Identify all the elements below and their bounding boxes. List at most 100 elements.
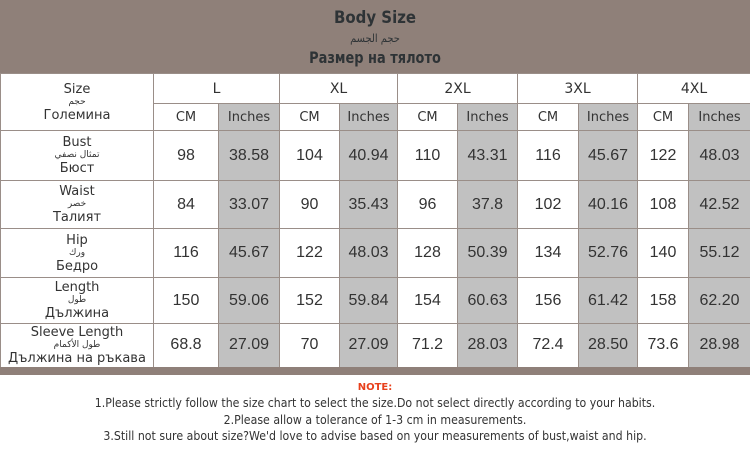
measurement-label-ar: ورك [68, 247, 86, 258]
value-inches: 48.03 [688, 130, 750, 181]
measurement-label-ar: تمثال نصفي [54, 150, 100, 160]
unit-cm: CM [637, 103, 690, 131]
value-cm: 72.4 [517, 323, 580, 371]
note-line: 3.Still not sure about size?We'd love to… [103, 428, 647, 443]
measurement-label-en: Length [54, 280, 100, 295]
measurement-label-en: Bust [62, 135, 92, 150]
measurement-label-ar: خصر [67, 199, 87, 209]
measurement-label: Waist خصر Талият [0, 180, 154, 229]
value-cm: 158 [637, 277, 690, 324]
value-cm: 150 [153, 277, 219, 324]
value-inches: 48.03 [338, 228, 399, 278]
value-cm: 156 [517, 277, 580, 324]
value-inches: 27.09 [338, 323, 399, 371]
value-inches: 50.39 [457, 228, 519, 278]
unit-cm: CM [153, 103, 219, 131]
value-cm: 116 [517, 130, 580, 181]
table-row: Bust تمثال نصفي Бюст 98 38.58 104 40.94 110 43.3… [0, 130, 750, 181]
value-cm: 96 [397, 180, 459, 229]
value-cm: 152 [279, 277, 340, 324]
value-inches: 35.43 [338, 180, 399, 229]
measurement-label-bg: Бедро [55, 258, 99, 274]
value-cm: 73.6 [637, 323, 690, 371]
size-header-l: L [153, 73, 280, 104]
unit-inches: Inches [688, 103, 750, 131]
value-cm: 122 [279, 228, 340, 278]
note-line: 2.Please allow a tolerance of 1-3 cm in … [223, 411, 527, 427]
measurement-label: Sleeve Length طول الأكمام Дължина на ръкав… [0, 323, 154, 371]
value-cm: 154 [397, 277, 459, 324]
value-inches: 45.67 [578, 130, 639, 181]
size-header-3xl: 3XL [517, 73, 639, 104]
size-chart-table: Size حجم Големина L XL 2XL 3XL 4XL CM Inc… [0, 73, 750, 375]
unit-inches: Inches [218, 103, 280, 131]
measurement-label-en: Hip [66, 232, 88, 248]
value-cm: 68.8 [153, 323, 219, 371]
value-inches: 42.52 [688, 180, 750, 229]
value-inches: 40.16 [578, 180, 639, 229]
title-banner: Body Size حجم الجسم Размер на тялото [0, 0, 750, 73]
measurement-label: Hip ورك Бедро [0, 228, 154, 278]
unit-inches: Inches [457, 103, 519, 131]
value-inches: 40.94 [338, 130, 399, 181]
value-cm: 104 [279, 130, 340, 181]
measurement-label-bg: Дължина [44, 306, 110, 321]
value-cm: 102 [517, 180, 580, 229]
notes-section: NOTE: 1.Please strictly follow the size … [0, 381, 750, 445]
value-inches: 52.76 [578, 228, 639, 278]
value-inches: 60.63 [457, 277, 519, 324]
value-inches: 28.50 [578, 323, 639, 371]
unit-cm: CM [397, 103, 459, 131]
value-cm: 122 [637, 130, 690, 181]
value-cm: 110 [397, 130, 459, 181]
size-header-xl: XL [278, 73, 399, 104]
size-label-bulgarian: Големина [43, 107, 111, 123]
value-inches: 37.8 [457, 180, 519, 229]
measurement-label: Bust تمثال نصفي Бюст [0, 130, 154, 181]
value-inches: 59.06 [218, 277, 280, 324]
value-inches: 61.42 [578, 277, 639, 324]
measurement-label-ar: طول الأكمام [53, 339, 101, 350]
measurement-label-bg: Бюст [59, 161, 95, 176]
table-row: Length طول Дължина 150 59.06 152 59.84 154 60.63… [0, 277, 750, 324]
value-inches: 38.58 [218, 130, 280, 181]
value-cm: 71.2 [397, 323, 459, 371]
size-header-4xl: 4XL [637, 73, 750, 104]
value-cm: 84 [153, 180, 219, 229]
measurement-label-ar: طول [67, 295, 87, 305]
value-inches: 28.98 [688, 323, 750, 371]
value-cm: 108 [637, 180, 690, 229]
value-inches: 28.03 [457, 323, 519, 371]
unit-cm: CM [279, 103, 340, 131]
size-header-2xl: 2XL [397, 73, 519, 104]
measurement-label-en: Waist [59, 184, 95, 199]
value-inches: 45.67 [218, 228, 280, 278]
measurement-label-en: Sleeve Length [30, 324, 124, 340]
value-cm: 140 [637, 228, 690, 278]
value-inches: 33.07 [218, 180, 280, 229]
measurement-label-bg: Талият [52, 210, 102, 225]
value-cm: 90 [279, 180, 340, 229]
title-bulgarian: Размер на тялото [309, 48, 441, 67]
table-row: Waist خصر Талият 84 33.07 90 35.43 96 37.8 102 40.… [0, 180, 750, 229]
size-label-arabic: حجم [68, 96, 86, 107]
value-inches: 27.09 [218, 323, 280, 371]
unit-inches: Inches [578, 103, 639, 131]
notes-title: NOTE: [357, 382, 393, 393]
measurement-label: Length طول Дължина [0, 277, 154, 324]
table-row: Hip ورك Бедро 116 45.67 122 48.03 128 50.39 134 52… [0, 228, 750, 278]
value-cm: 98 [153, 130, 219, 181]
value-cm: 128 [397, 228, 459, 278]
value-cm: 134 [517, 228, 580, 278]
table-row: Sleeve Length طول الأكمام Дължина на ръкав… [0, 323, 750, 371]
value-inches: 55.12 [688, 228, 750, 278]
value-cm: 70 [279, 323, 340, 371]
value-inches: 62.20 [688, 277, 750, 324]
unit-inches: Inches [338, 103, 399, 131]
unit-cm: CM [517, 103, 580, 131]
size-header-cell: Size حجم Големина [0, 73, 154, 131]
value-inches: 59.84 [338, 277, 399, 324]
measurement-label-bg: Дължина на ръкава [8, 350, 146, 366]
title: Body Size [333, 8, 417, 28]
title-arabic: حجم الجسم [350, 32, 400, 45]
